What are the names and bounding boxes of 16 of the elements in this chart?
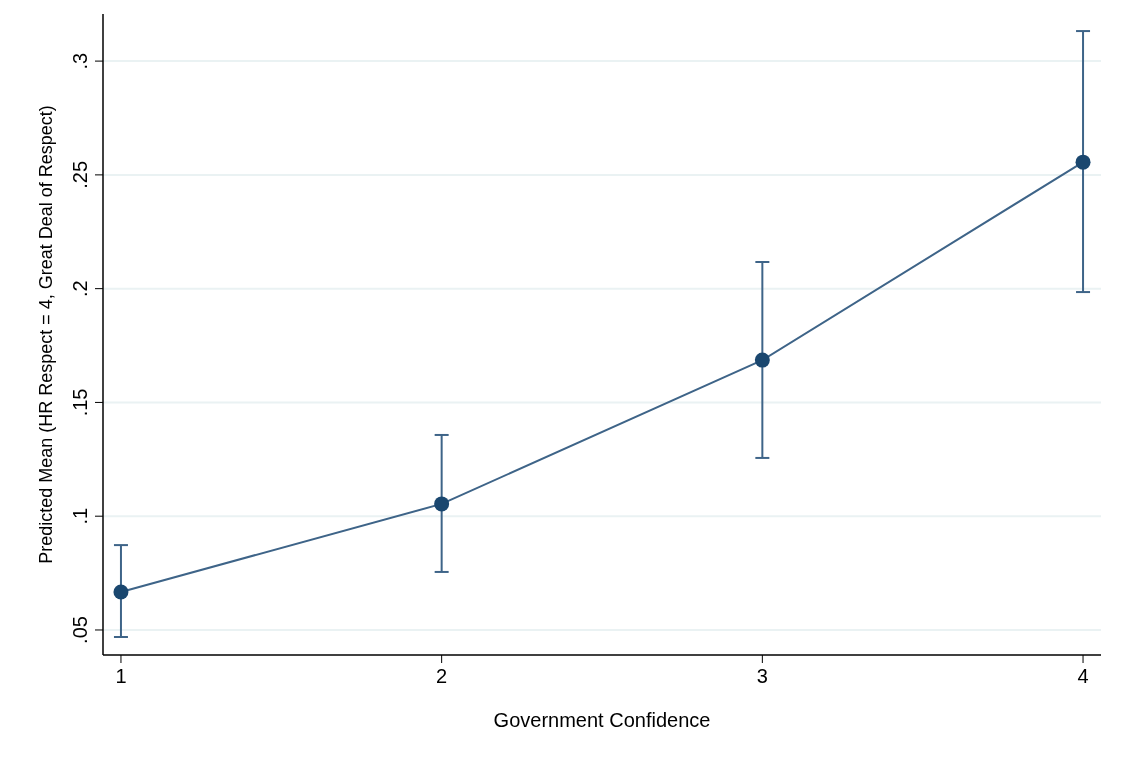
x-tick-label: 1 bbox=[115, 665, 127, 687]
y-axis-title: Predicted Mean (HR Respect = 4, Great Deal of Respect) bbox=[36, 105, 56, 564]
x-axis-title: Government Confidence bbox=[493, 709, 711, 731]
point bbox=[754, 352, 770, 368]
y-tick-label: .1 bbox=[69, 507, 91, 525]
x-tick-label: 3 bbox=[756, 665, 768, 687]
y-tick-label: .2 bbox=[69, 280, 91, 297]
point bbox=[434, 496, 450, 512]
x-tick-label: 4 bbox=[1077, 665, 1089, 687]
point bbox=[113, 584, 129, 600]
y-tick-label: .05 bbox=[69, 616, 91, 644]
point bbox=[1075, 154, 1091, 170]
y-tick-label: .15 bbox=[69, 388, 91, 417]
x-tick-label: 2 bbox=[436, 665, 448, 687]
y-tick-label: .3 bbox=[69, 52, 91, 70]
y-tick-label: .25 bbox=[69, 160, 91, 189]
